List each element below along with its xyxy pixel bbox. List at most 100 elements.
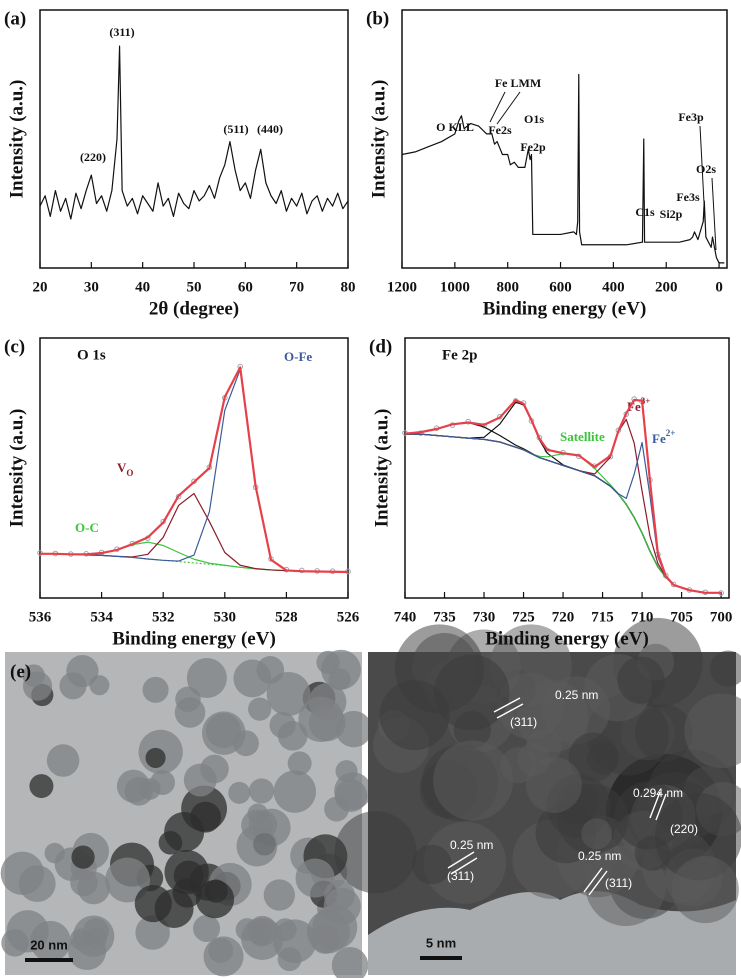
x-tick-label: 532: [152, 609, 175, 625]
x-tick-label: 720: [552, 609, 575, 625]
x-tick-label: 800: [496, 279, 519, 295]
series-line: [401, 73, 725, 264]
panel-title: Fe 2p: [442, 347, 477, 363]
fringe-line: [588, 870, 608, 896]
nanoparticle: [328, 668, 351, 691]
nanoparticle: [66, 654, 99, 688]
series-line: [404, 421, 722, 594]
peak-annotation: (511): [223, 122, 248, 136]
nanoparticle: [195, 879, 235, 919]
peak-annotation: Fe2p: [520, 140, 546, 154]
arrow: [699, 125, 706, 223]
fringe-markers: [447, 697, 667, 896]
data-point: [175, 493, 182, 500]
nanoparticle: [269, 712, 296, 739]
series-label-sup: 3+: [641, 396, 651, 406]
plane-index: (311): [510, 715, 537, 729]
y-axis-label: Intensity (a.u.): [6, 80, 27, 199]
fringe-line: [450, 857, 478, 875]
scale-bar-label: 20 nm: [30, 937, 68, 952]
lattice-region: [525, 757, 582, 813]
series-label-text: Fe: [627, 399, 641, 414]
nanoparticle: [263, 879, 296, 911]
nanoparticle: [248, 778, 275, 804]
fringe-line: [649, 791, 661, 819]
series-label: O-C: [75, 520, 99, 535]
x-tick-label: 725: [512, 609, 535, 625]
series-line: [40, 366, 349, 574]
lattice-region: [710, 650, 741, 687]
nanoparticle: [29, 920, 71, 962]
peak-annotation: Fe3s: [676, 190, 700, 204]
tem-image: [0, 649, 372, 978]
series-label: O-Fe: [284, 349, 312, 364]
x-tick-label: 715: [591, 609, 614, 625]
nanoparticle: [142, 676, 169, 703]
nanoparticle: [273, 770, 317, 813]
nanoparticle: [135, 915, 170, 950]
scale-bar-label: 5 nm: [426, 935, 456, 950]
series-label-text: O-Fe: [284, 349, 312, 364]
nanoparticle: [248, 697, 272, 721]
peak-annotation: Fe2s: [488, 123, 512, 137]
nanoparticle: [241, 917, 284, 961]
series-label-text: Fe: [652, 431, 666, 446]
nanoparticle: [71, 845, 95, 869]
plot-frame: [404, 337, 730, 599]
plane-index: (311): [605, 876, 632, 890]
x-axis-label: Binding energy (eV): [483, 298, 647, 319]
x-tick-label: 400: [602, 279, 625, 295]
nanoparticle: [181, 785, 227, 832]
panel-title: O 1s: [77, 347, 106, 363]
lattice-region: [412, 844, 452, 885]
lattice-region: [490, 624, 572, 707]
fringe-line: [583, 867, 603, 893]
fringe-line: [496, 703, 524, 719]
nanoparticle: [173, 860, 204, 891]
nanoparticle: [154, 889, 194, 928]
nanoparticle: [105, 857, 151, 903]
series-line: [405, 418, 722, 594]
d-spacing: 0.25 nm: [450, 838, 493, 852]
x-tick-label: 526: [337, 609, 360, 625]
x-tick-label: 730: [473, 609, 496, 625]
fringe-line: [447, 851, 475, 869]
data-point: [497, 413, 503, 420]
nanoparticle: [334, 779, 368, 812]
x-tick-label: 200: [655, 279, 678, 295]
nanoparticle: [312, 904, 358, 950]
peak-annotation: O2s: [696, 162, 716, 176]
series-label: Satellite: [560, 429, 605, 444]
x-tick-label: 735: [433, 609, 456, 625]
lattice-region: [581, 818, 613, 850]
peak-annotation: (220): [80, 150, 106, 164]
nanoparticle: [44, 842, 65, 864]
x-axis-label: Binding energy (eV): [485, 628, 649, 649]
plane-index: (311): [447, 869, 474, 883]
peak-annotation: Fe LMM: [495, 76, 541, 90]
nanoparticle: [331, 946, 369, 978]
x-tick-label: 20: [33, 279, 48, 295]
y-axis-label: Intensity (a.u.): [371, 409, 392, 528]
y-axis-label: Intensity (a.u.): [368, 80, 389, 199]
hrtem-image: [334, 617, 741, 975]
x-tick-label: 536: [29, 609, 52, 625]
plane-index: (220): [670, 822, 698, 836]
lattice-region: [423, 821, 507, 904]
panel-label: (b): [366, 8, 389, 29]
data-point: [670, 581, 677, 588]
arrow: [496, 91, 521, 125]
lattice-region: [568, 732, 618, 782]
nanoparticle: [193, 914, 221, 942]
d-spacing: 0.25 nm: [555, 688, 598, 702]
d-spacing: 0.294 nm: [633, 786, 683, 800]
x-tick-label: 710: [631, 609, 654, 625]
x-tick-label: 80: [341, 279, 356, 295]
scale-bar: [420, 956, 462, 960]
x-tick-label: 740: [394, 609, 417, 625]
plot-frame: [39, 337, 349, 599]
series-line: [39, 45, 349, 220]
nanoparticle: [150, 770, 176, 795]
data-point: [481, 422, 487, 429]
